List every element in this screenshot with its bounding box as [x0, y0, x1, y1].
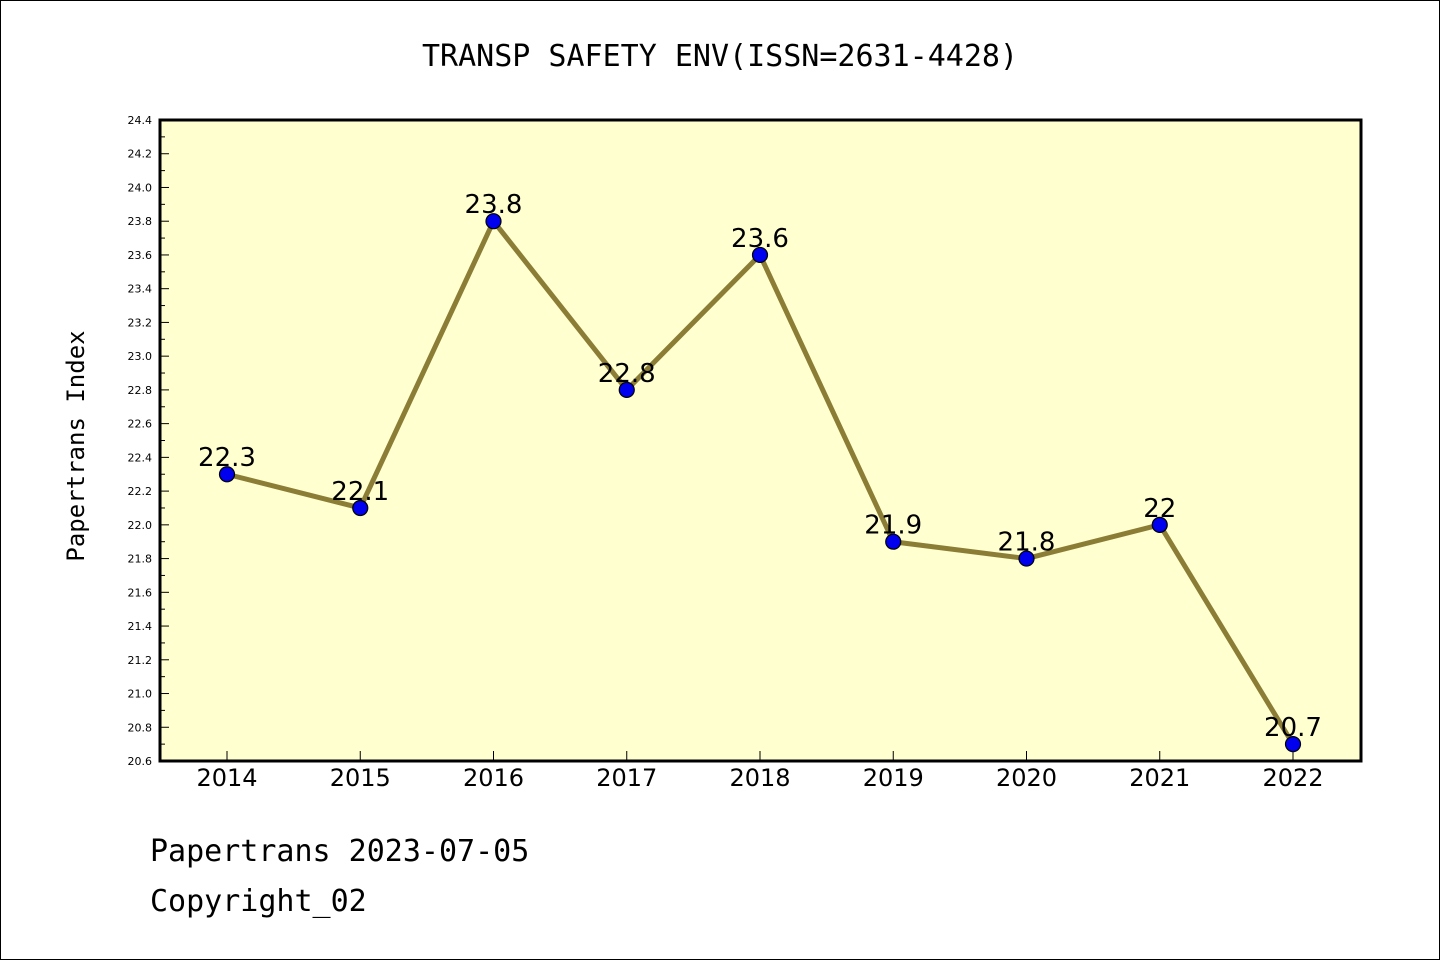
y-tick-label: 24.0: [128, 181, 153, 194]
y-tick-label: 23.4: [128, 283, 153, 296]
y-tick-label: 22.2: [128, 485, 153, 498]
data-point: [1018, 550, 1035, 567]
x-tick-label: 2015: [330, 764, 391, 792]
x-tick-label: 2021: [1129, 764, 1190, 792]
y-tick-label: 21.4: [128, 620, 153, 633]
y-axis-label: Papertrans Index: [62, 330, 90, 561]
data-point: [352, 499, 369, 517]
chart-title: TRANSP SAFETY ENV(ISSN=2631-4428): [422, 39, 1018, 74]
x-axis-ticks: 2014 2015 2016 2017 2018 2019 2020 2021 2022: [196, 751, 1324, 792]
data-label: 21.9: [864, 511, 922, 541]
data-label: 21.8: [998, 528, 1056, 558]
y-tick-label: 23.8: [128, 215, 153, 228]
data-point: [1151, 516, 1168, 533]
y-tick-label: 22.0: [128, 519, 153, 532]
y-axis-ticks: 20.6 20.8 21.0 21.2 21.4 21.6 21.8 22.0 22.2 22.4…: [128, 114, 169, 768]
y-tick-label: 23.6: [128, 249, 153, 262]
data-point: [885, 533, 902, 550]
data-point: [618, 381, 635, 398]
data-label: 22.1: [331, 477, 389, 507]
plot-area: [158, 118, 1363, 763]
x-tick-label: 2022: [1262, 764, 1323, 792]
data-label: 23.8: [465, 190, 523, 220]
x-tick-label: 2020: [996, 764, 1057, 792]
x-tick-label: 2017: [596, 764, 657, 792]
y-tick-label: 22.6: [128, 418, 153, 431]
data-point: [751, 246, 769, 264]
y-tick-label: 24.2: [128, 148, 153, 161]
data-label: 23.6: [731, 224, 789, 254]
data-point: [485, 213, 502, 230]
x-tick-label: 2018: [729, 764, 790, 792]
x-tick-label: 2016: [463, 764, 524, 792]
y-tick-label: 24.4: [128, 114, 153, 127]
y-tick-label: 20.6: [128, 755, 153, 768]
y-tick-label: 21.6: [128, 586, 153, 599]
data-point: [218, 466, 236, 483]
y-tick-label: 21.0: [128, 688, 153, 701]
y-tick-label: 23.0: [128, 350, 153, 363]
y-tick-label: 22.4: [128, 451, 153, 464]
data-point: [1284, 736, 1302, 753]
x-tick-label: 2019: [863, 764, 924, 792]
footer-date: Papertrans 2023-07-05: [150, 834, 530, 869]
data-label: 22.3: [198, 443, 256, 473]
data-label: 20.7: [1264, 713, 1322, 743]
y-tick-label: 20.8: [128, 721, 153, 734]
x-tick-label: 2014: [196, 764, 257, 792]
footer-copyright: Copyright_02: [150, 884, 367, 919]
y-tick-label: 22.8: [128, 384, 153, 397]
series-markers: [218, 213, 1302, 753]
y-tick-label: 21.2: [128, 654, 153, 667]
y-tick-label: 21.8: [128, 553, 153, 566]
data-labels: 22.3 22.1 23.8 22.8 23.6 21.9 21.8 22 20.7: [198, 190, 1322, 743]
data-label: 22.8: [598, 359, 656, 389]
data-label: 22: [1143, 494, 1176, 524]
y-tick-label: 23.2: [128, 316, 153, 329]
